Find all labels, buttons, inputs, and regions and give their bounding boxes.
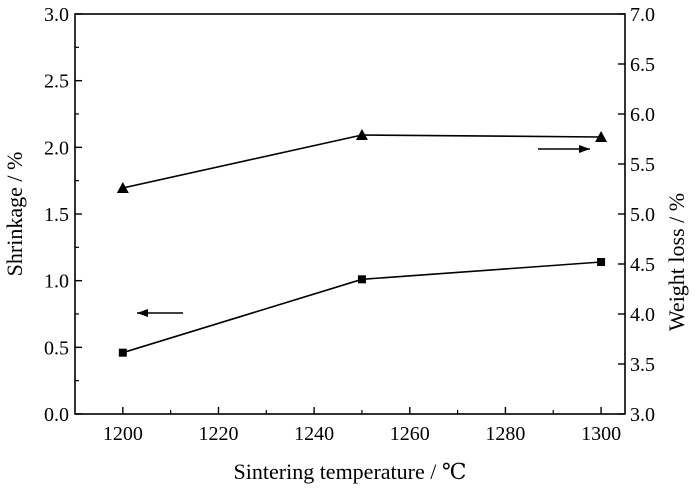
y-left-tick-label: 3.0: [44, 4, 69, 26]
x-axis-title: Sintering temperature / ℃: [234, 459, 467, 484]
square-data-point: [118, 348, 127, 357]
y-left-tick-label: 1.5: [44, 204, 69, 226]
y-right-tick-label: 5.5: [630, 154, 655, 176]
ticks-layer: 1200 1220 1240 1260 1280 1300 0.0 0.5 1.0 1.5 2.0 2…: [44, 4, 655, 445]
y-left-tick-label: 1.0: [44, 271, 69, 293]
annotation-layer: [137, 145, 590, 317]
y-left-tick-label: 2.0: [44, 137, 69, 159]
y-right-tick-label: 4.5: [630, 254, 655, 276]
y-left-tick-label: 2.5: [44, 71, 69, 93]
y-right-tick-label: 4.0: [630, 304, 655, 326]
y-axis-right-title: Weight loss / %: [664, 193, 689, 331]
y-right-tick-label: 6.5: [630, 54, 655, 76]
x-tick-label: 1200: [103, 423, 143, 445]
y-left-tick-label: 0.5: [44, 337, 69, 359]
arrow-left-icon: [137, 309, 148, 317]
y-right-tick-label: 3.0: [630, 404, 655, 426]
y-right-tick-label: 6.0: [630, 104, 655, 126]
x-tick-label: 1220: [198, 423, 238, 445]
x-tick-label: 1300: [581, 423, 621, 445]
arrow-right-icon: [579, 145, 590, 153]
x-tick-label: 1240: [294, 423, 334, 445]
x-tick-label: 1280: [485, 423, 525, 445]
x-tick-label: 1260: [390, 423, 430, 445]
triangle-data-point: [595, 131, 608, 142]
square-data-point: [597, 258, 606, 266]
square-data-point: [357, 275, 366, 284]
y-right-tick-label: 7.0: [630, 4, 655, 26]
plot-frame: [74, 13, 626, 415]
y-left-tick-label: 0.0: [44, 404, 69, 426]
triangle-data-point: [355, 129, 368, 140]
y-axis-left-title: Shrinkage / %: [2, 152, 27, 277]
y-right-tick-label: 3.5: [630, 354, 655, 376]
triangle-data-point: [116, 182, 129, 193]
y-right-tick-label: 5.0: [630, 204, 655, 226]
series-layer: [116, 129, 608, 357]
triangle-series-line: [122, 134, 602, 189]
